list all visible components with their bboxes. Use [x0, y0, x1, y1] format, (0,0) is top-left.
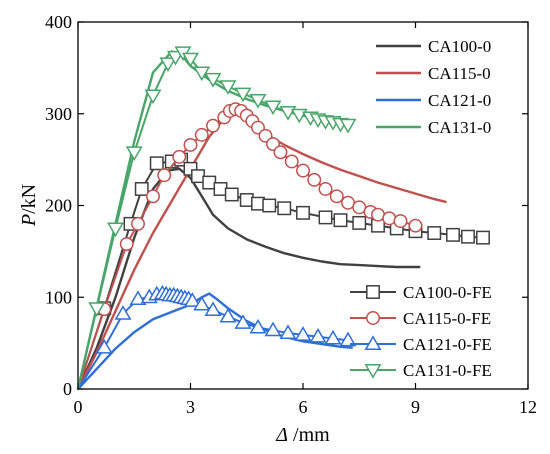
- legend-label: CA121-0-FE: [403, 335, 492, 354]
- data-point-square: [262, 198, 277, 213]
- ticks-layer: 0 3 6 9 12 0 100 200 300 400: [45, 12, 537, 417]
- series-ca100-0-fe: [77, 152, 490, 390]
- data-point-triangle-down: [234, 87, 252, 103]
- x-tick-label: 9: [411, 397, 420, 417]
- data-point-triangle: [219, 307, 237, 323]
- data-point-triangle: [249, 318, 267, 334]
- data-point-square: [224, 187, 239, 202]
- data-point-circle: [183, 137, 198, 152]
- data-point-triangle: [95, 339, 113, 354]
- y-tick-label: 0: [63, 379, 72, 399]
- series-ca121-0: [76, 292, 353, 391]
- data-point-square: [446, 227, 460, 242]
- y-axis-title: P/kN: [18, 184, 40, 227]
- data-point-circle: [296, 163, 310, 178]
- data-point-triangle-down: [125, 146, 143, 161]
- data-point-triangle-down: [339, 118, 357, 134]
- x-tick-label: 0: [74, 397, 83, 417]
- data-point-circle: [172, 149, 187, 164]
- data-point-circle: [206, 118, 220, 133]
- legend-label: CA100-0: [428, 37, 491, 56]
- data-point-triangle: [294, 326, 312, 341]
- data-point-triangle: [183, 292, 201, 307]
- legend-marker-triangle-down: [364, 364, 382, 379]
- data-point-triangle: [309, 328, 327, 343]
- legend-label: CA115-0-FE: [403, 309, 491, 328]
- data-point-square: [296, 205, 310, 220]
- y-tick-label: 100: [45, 287, 72, 307]
- data-point-square: [352, 215, 367, 230]
- data-point-circle: [408, 218, 423, 233]
- data-point-square: [427, 226, 442, 240]
- data-point-triangle-down: [106, 222, 125, 238]
- data-point-square: [318, 210, 333, 225]
- data-point-triangle: [234, 314, 252, 329]
- data-point-triangle-down: [88, 302, 106, 317]
- legend-label: CA131-0-FE: [403, 361, 492, 380]
- data-point-square: [149, 156, 164, 171]
- data-point-square: [461, 229, 475, 244]
- data-point-circle: [329, 189, 344, 204]
- series-ca121-0-fe: [77, 284, 357, 390]
- x-axis-title: Δ /mm: [275, 424, 330, 446]
- data-point-square: [333, 213, 348, 228]
- data-point-triangle: [279, 324, 297, 339]
- data-point-triangle-down: [249, 94, 267, 109]
- data-point-circle: [382, 211, 397, 226]
- legend-marker-triangle: [364, 335, 382, 350]
- data-point-circle: [318, 182, 333, 196]
- data-point-square: [476, 230, 490, 245]
- data-point-square: [277, 201, 292, 216]
- data-point-circle: [307, 172, 322, 187]
- legend-label: CA115-0: [428, 64, 491, 83]
- data-point-circle: [157, 168, 172, 183]
- data-point-triangle: [339, 331, 357, 347]
- series-layer: [76, 46, 490, 391]
- x-tick-label: 3: [186, 397, 195, 417]
- legend-marker-square: [366, 285, 380, 299]
- data-point-circle: [284, 154, 299, 169]
- x-tick-label: 6: [299, 397, 308, 417]
- series-line-ca131-0: [76, 50, 353, 391]
- data-point-circle: [146, 189, 160, 204]
- data-point-triangle-down: [219, 80, 237, 95]
- data-point-triangle: [193, 295, 211, 311]
- legend-label: CA121-0: [428, 91, 491, 110]
- data-point-triangle-down: [144, 89, 162, 105]
- series-ca115-0-fe: [77, 102, 423, 390]
- data-point-circle: [131, 216, 145, 231]
- x-tick-label: 12: [519, 397, 537, 417]
- data-point-triangle-down: [159, 57, 177, 72]
- data-point-triangle: [324, 329, 342, 345]
- y-tick-label: 200: [45, 196, 72, 216]
- legend-label: CA131-0: [428, 118, 491, 137]
- data-point-triangle: [129, 290, 147, 306]
- y-tick-label: 400: [45, 12, 72, 32]
- data-point-triangle-down: [181, 52, 200, 68]
- data-point-triangle: [204, 301, 222, 317]
- series-ca131-0: [76, 50, 353, 391]
- legend-layer: CA100-0CA115-0CA121-0CA131-0CA100-0-FECA…: [350, 37, 492, 380]
- data-point-circle: [393, 214, 408, 229]
- series-ca131-0-fe: [77, 46, 357, 390]
- series-line-ca121-0: [76, 292, 353, 391]
- legend-top-right: CA100-0 CA115-0 CA121-0 CA131-0: [376, 37, 491, 137]
- y-tick-label: 300: [45, 104, 72, 124]
- data-point-circle: [194, 127, 209, 142]
- data-point-triangle-down: [204, 72, 222, 88]
- data-point-circle: [119, 237, 134, 251]
- data-point-circle: [273, 145, 288, 160]
- legend-label: CA100-0-FE: [403, 283, 492, 302]
- data-point-square: [134, 182, 149, 196]
- data-point-triangle-down: [166, 50, 185, 66]
- data-point-triangle: [264, 321, 282, 337]
- data-point-triangle: [114, 305, 132, 320]
- legend-bottom-right: CA100-0-FE CA115-0-FE CA121-0-FE CA131-0-FE: [350, 283, 492, 380]
- legend-marker-circle: [366, 311, 380, 325]
- data-point-triangle-down: [264, 100, 282, 116]
